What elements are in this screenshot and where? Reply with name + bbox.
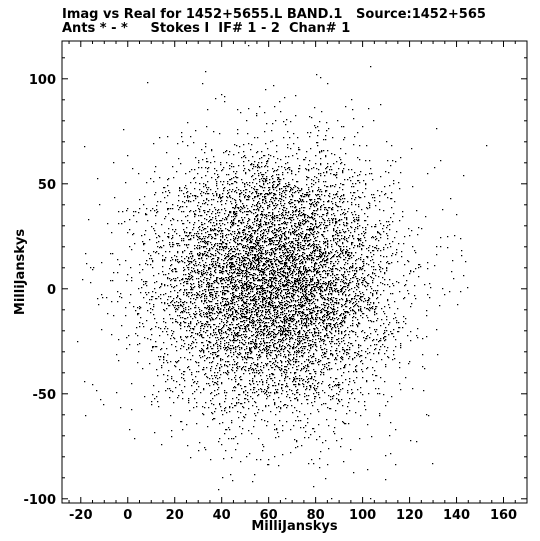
plot-frame [61,40,528,504]
x-tick-label: 60 [260,508,278,523]
x-tick-label: 140 [443,508,470,523]
x-axis-label: MilliJanskys [251,519,337,534]
scatter-point-cloud [77,45,488,500]
y-tick-label: 100 [29,73,56,88]
chart-title-line2: Ants * - * Stokes I IF# 1 - 2 Chan# 1 [62,21,351,36]
chart-title-line1: Imag vs Real for 1452+5655.L BAND.1 Sour… [62,7,486,22]
y-tick-label: 50 [38,178,56,193]
y-axis-label: MilliJanskys [13,229,28,315]
x-tick-label: 0 [123,508,132,523]
y-axis-ticks: -100 -50 0 50 100 [23,57,527,508]
x-tick-label: 80 [307,508,325,523]
y-tick-label: 0 [47,283,56,298]
x-tick-label: -20 [69,508,93,523]
x-tick-label: 120 [396,508,423,523]
scatter-points [77,45,488,500]
x-axis-ticks: -20 0 20 40 60 80 100 120 140 160 [68,41,517,523]
x-tick-label: 160 [490,508,517,523]
x-tick-label: 20 [166,508,184,523]
x-tick-label: 100 [349,508,376,523]
x-tick-label: 40 [213,508,231,523]
y-tick-label: -50 [33,388,57,403]
y-tick-label: -100 [23,493,56,508]
